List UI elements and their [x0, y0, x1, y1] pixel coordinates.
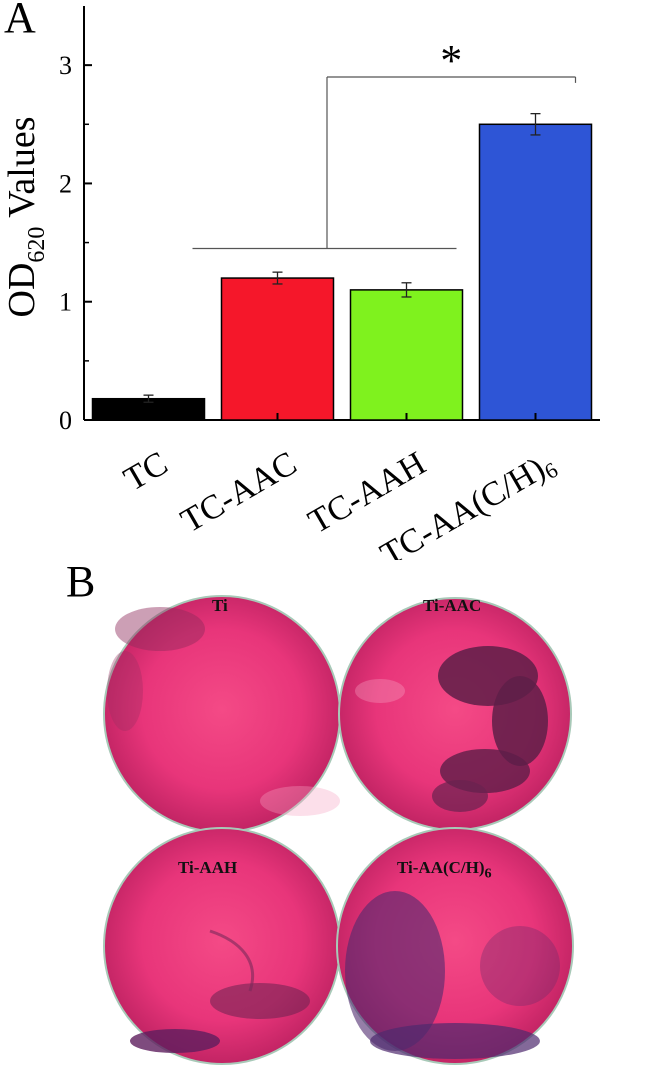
- bar-tc-aa-c-h-6: [478, 123, 593, 421]
- bar-tc-aac: [220, 277, 335, 421]
- plate-images: [103, 595, 574, 1065]
- dish-label-ti: Ti: [212, 596, 228, 615]
- x-tick-label: TC-AAC: [175, 445, 303, 540]
- bar-tc-aah: [349, 289, 464, 421]
- panel-a-letter: A: [4, 0, 36, 42]
- dish-ti: [103, 595, 341, 833]
- dish-label-ti-aac: Ti-AAC: [423, 596, 482, 615]
- y-tick-label: 0: [59, 406, 72, 435]
- y-tick-label: 2: [59, 169, 72, 198]
- y-axis-label: OD620 Values: [1, 116, 50, 317]
- y-tick-label: 3: [59, 51, 72, 80]
- x-tick-label: TC: [118, 445, 174, 499]
- dish-ti-aac: [338, 597, 572, 831]
- panel-b-letter: B: [66, 557, 96, 606]
- dish-label-ti-aa-ch6: Ti-AA(C/H)6: [397, 858, 492, 882]
- dish-ti-aah: [103, 827, 341, 1065]
- dish-label-ti-aah: Ti-AAH: [178, 858, 238, 877]
- y-tick-label: 1: [59, 288, 72, 317]
- dish-ti-aa-ch6: [336, 827, 574, 1065]
- significance-star: *: [440, 36, 462, 85]
